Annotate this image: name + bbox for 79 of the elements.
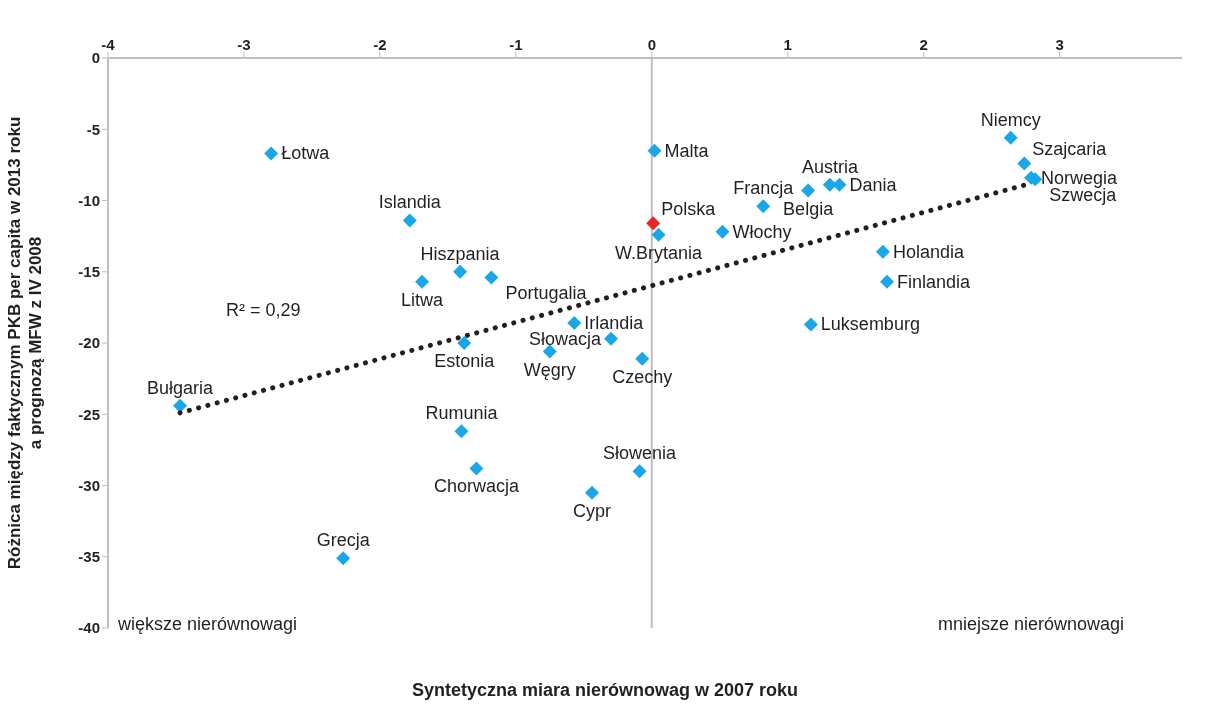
series-label: Norwegia — [1041, 167, 1119, 188]
y-tick-label: -10 — [78, 191, 100, 209]
y-axis-title: Różnica między faktycznym PKB per capita w 2013 roku a prognozą MFW z IV 2008 — [5, 116, 45, 570]
point — [264, 146, 279, 161]
series-label: Portugalia — [505, 283, 588, 304]
x-tick-label: -4 — [101, 36, 116, 53]
series-label: Niemcy — [980, 109, 1041, 130]
point — [1003, 130, 1018, 145]
y-tick-label: -35 — [78, 548, 100, 566]
series-label: Hiszpania — [420, 243, 501, 264]
point — [632, 464, 647, 479]
point — [336, 551, 351, 566]
y-tick-label: -5 — [86, 120, 100, 138]
point — [402, 213, 417, 228]
series-label: Węgry — [523, 359, 576, 380]
x-axis-title: Syntetyczna miara nierównowag w 2007 roku — [410, 680, 800, 701]
series-label: Estonia — [434, 351, 496, 371]
series-label: Belgia — [783, 198, 835, 219]
series-label: Finlandia — [896, 271, 972, 292]
series-label: Słowenia — [603, 443, 678, 464]
x-tick-label: 1 — [783, 36, 792, 53]
y-tick-label: -30 — [78, 476, 100, 494]
point — [832, 177, 847, 192]
point — [756, 199, 771, 214]
point — [647, 143, 662, 158]
series-label: Łotwa — [281, 143, 331, 164]
point — [1017, 156, 1032, 171]
point — [415, 274, 430, 289]
point — [635, 351, 650, 366]
point — [454, 424, 469, 439]
point — [879, 274, 894, 289]
point — [453, 264, 468, 279]
series-label: Szajcaria — [1032, 139, 1108, 160]
series-label: Rumunia — [425, 403, 499, 424]
point — [646, 216, 661, 231]
series-label: Litwa — [401, 289, 445, 310]
series-label: W.Brytania — [615, 242, 704, 263]
series-label: Polska — [661, 199, 717, 220]
series-label: Francja — [733, 178, 795, 199]
point — [875, 244, 890, 259]
point — [484, 270, 499, 285]
point — [567, 316, 582, 331]
point — [715, 224, 730, 239]
annotation: większe nierównowagi — [118, 614, 298, 635]
x-tick-label: -3 — [237, 36, 251, 53]
series-label: Czechy — [612, 366, 673, 387]
annotation: R² = 0,29 — [226, 300, 301, 321]
x-tick-label: 3 — [1055, 36, 1064, 53]
point — [803, 317, 818, 332]
y-tick-label: -15 — [78, 263, 100, 281]
point — [604, 331, 619, 346]
y-tick-label: -20 — [78, 334, 100, 352]
y-tick-label: -40 — [78, 619, 100, 637]
series-label: Bułgaria — [147, 377, 215, 398]
point — [801, 183, 816, 198]
point — [822, 177, 837, 192]
annotation: mniejsze nierównowagi — [938, 614, 1125, 635]
series-label: Cypr — [572, 500, 611, 521]
series-label: Słowacja — [528, 328, 602, 349]
point — [469, 461, 484, 476]
point — [651, 227, 666, 242]
y-tick-label: 0 — [91, 49, 100, 67]
series-label: Malta — [664, 140, 710, 161]
x-tick-label: -1 — [509, 36, 523, 53]
series-label: Grecja — [316, 530, 371, 551]
series-label: Holandia — [892, 241, 965, 262]
point — [584, 485, 599, 500]
x-tick-label: -2 — [373, 36, 387, 53]
series-label: Islandia — [378, 192, 442, 213]
series-label: Austria — [801, 156, 859, 177]
point — [173, 398, 188, 413]
series-label: Dania — [849, 174, 898, 195]
series-label: Luksemburg — [820, 314, 920, 335]
series-label: Chorwacja — [433, 476, 520, 497]
series-label: Włochy — [732, 221, 792, 242]
point — [457, 336, 472, 350]
x-tick-label: 0 — [647, 36, 656, 53]
y-tick-label: -25 — [78, 405, 100, 423]
x-tick-label: 2 — [919, 36, 928, 53]
